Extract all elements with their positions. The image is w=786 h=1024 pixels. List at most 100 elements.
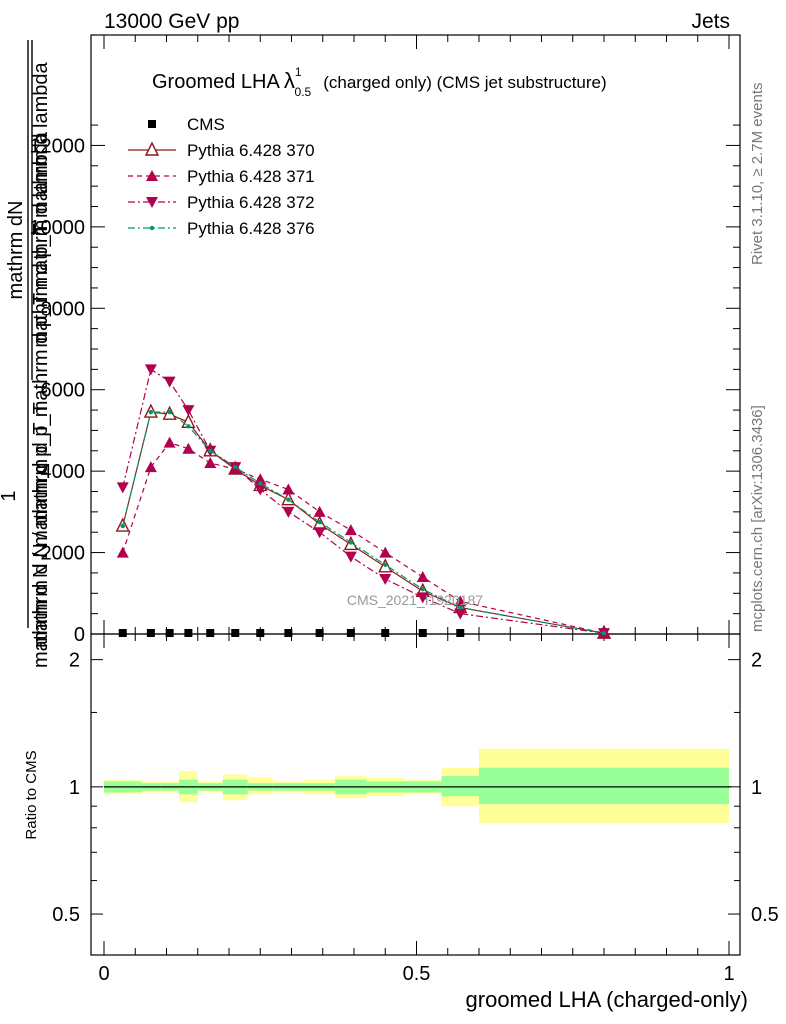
data-point	[379, 574, 392, 586]
data-point	[165, 629, 174, 637]
data-point	[317, 519, 322, 525]
y-tick-label: 6000	[41, 380, 86, 402]
data-point	[454, 595, 467, 607]
data-point	[182, 405, 195, 417]
legend-label: Pythia 6.428 376	[187, 219, 315, 238]
series-line	[122, 411, 605, 634]
series-line	[122, 441, 605, 634]
x-tick-label: 0.5	[403, 963, 431, 985]
legend-marker	[146, 197, 158, 208]
series-layer	[115, 364, 612, 640]
data-point	[256, 629, 265, 637]
ratio-tick-label: 2	[751, 650, 762, 672]
legend-marker	[148, 120, 156, 128]
data-point	[383, 562, 388, 567]
y-tick-label: 12000	[29, 135, 85, 157]
ratio-panel-frame	[90, 633, 741, 956]
rivet-label: Rivet 3.1.10, ≥ 2.7M events	[749, 83, 766, 266]
data-point	[456, 629, 465, 637]
legend-label: Pythia 6.428 371	[187, 167, 315, 186]
data-point	[186, 424, 191, 429]
data-point	[458, 605, 463, 610]
ylabel-top: mathrm dN	[5, 201, 27, 300]
energy-label: 13000 GeV pp	[104, 10, 239, 33]
legend-marker	[146, 170, 158, 181]
data-point	[348, 540, 354, 545]
x-tick-label: 1	[723, 963, 734, 985]
data-point	[184, 629, 193, 637]
data-point	[148, 409, 154, 415]
y-tick-label: 8000	[41, 298, 86, 320]
title-lambda: λ	[284, 68, 295, 93]
main-axis: 0 0.5 1 0 2000 4000 6000 8000 10000 12000	[29, 35, 740, 985]
data-point	[116, 482, 129, 494]
data-point	[182, 442, 195, 454]
chart-title: Groomed LHA λ1 0.5 (charged only) (CMS jet …	[152, 65, 607, 99]
data-point	[254, 473, 267, 485]
data-point	[346, 629, 355, 637]
data-point	[120, 523, 125, 529]
data-point	[420, 587, 425, 592]
ylabel-middle: mathrm d N / mathrm d p_T mathrm d p_T m…	[30, 131, 52, 668]
y-axis-label: 1 mathrm dN mathrm d p_T mathrm d lambda…	[0, 40, 52, 668]
data-point	[144, 364, 157, 376]
data-point	[144, 461, 157, 473]
legend-label: CMS	[187, 115, 225, 134]
data-point	[258, 481, 263, 486]
data-point	[381, 629, 390, 637]
data-point	[313, 505, 326, 517]
data-point	[416, 592, 429, 604]
data-point	[163, 376, 176, 388]
title-rest: (charged only) (CMS jet substructure)	[323, 73, 606, 92]
x-axis-label: groomed LHA (charged-only)	[466, 987, 748, 1012]
process-label: Jets	[691, 10, 730, 33]
ratio-tick-label: 1	[69, 777, 80, 799]
legend-marker	[144, 141, 160, 156]
ylabel-numerator: 1	[0, 490, 20, 501]
data-point	[418, 629, 427, 637]
data-point	[206, 629, 215, 637]
legend-label: Pythia 6.428 372	[187, 193, 315, 212]
title-main: Groomed LHA	[152, 71, 280, 93]
data-point	[379, 546, 392, 558]
legend: CMS Pythia 6.428 370 Pythia 6.428 371 Pythi…	[128, 115, 315, 238]
data-point	[118, 629, 127, 637]
data-point	[284, 629, 293, 637]
series-line	[122, 368, 605, 634]
y-tick-label: 10000	[29, 217, 85, 239]
title-sup: 1	[295, 65, 302, 79]
legend-label: Pythia 6.428 370	[187, 141, 315, 160]
data-point	[116, 546, 129, 558]
data-point	[204, 457, 217, 468]
data-point	[313, 527, 326, 539]
ratio-tick-label: 1	[751, 777, 762, 799]
ratio-tick-label: 2	[69, 650, 80, 672]
data-point	[315, 629, 324, 637]
ylabel-lower: mathrm d N / mathrm d p_T	[30, 402, 52, 648]
data-point	[233, 464, 238, 470]
data-point	[416, 571, 429, 582]
ratio-band-inner	[441, 776, 479, 797]
data-point	[208, 448, 213, 453]
data-point	[282, 506, 295, 518]
ratio-band-inner	[479, 767, 729, 805]
data-point	[254, 484, 267, 496]
data-point	[344, 524, 357, 536]
title-sub: 0.5	[295, 85, 312, 99]
data-point	[344, 551, 357, 563]
y-tick-label: 4000	[41, 461, 86, 483]
data-point	[231, 629, 240, 637]
x-tick-label: 0	[98, 963, 109, 985]
ratio-tick-label: 0.5	[52, 904, 80, 926]
watermark: CMS_2021_I1920187	[347, 592, 483, 608]
data-point	[146, 629, 155, 637]
data-point	[286, 497, 291, 502]
data-point	[601, 630, 607, 636]
mcplots-label: mcplots.cern.ch [arXiv:1306.3436]	[749, 405, 766, 632]
data-point	[167, 409, 172, 415]
data-point	[163, 436, 176, 448]
ylabel-bottom: mathrm d p_T mathrm d lambda	[30, 61, 52, 347]
ratio-axis: 0.5 0.5 1 1 2 2	[52, 650, 779, 926]
ratio-tick-label: 0.5	[751, 904, 779, 926]
